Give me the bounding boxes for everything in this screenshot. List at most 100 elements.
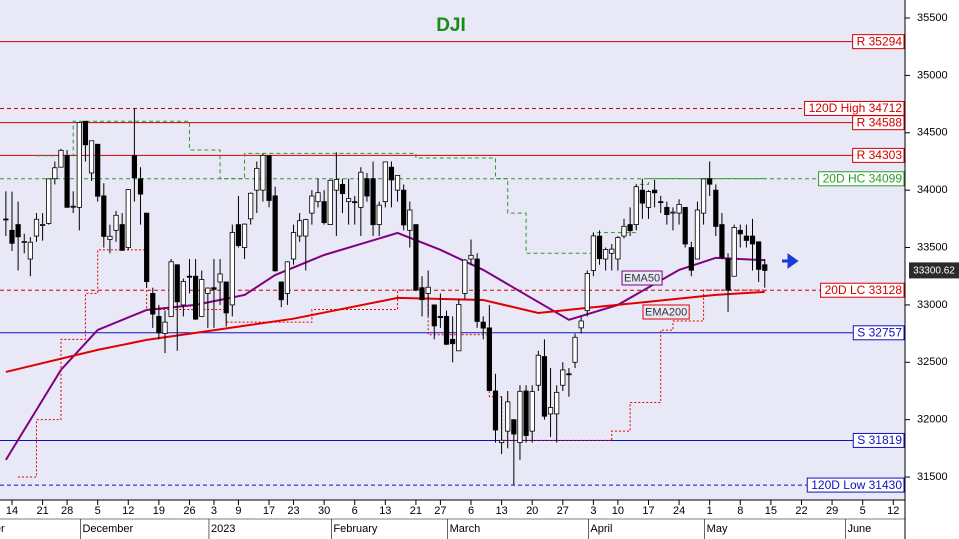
candle-body xyxy=(235,224,242,246)
candle-body xyxy=(229,232,235,306)
candle-body xyxy=(58,149,64,168)
candle-body xyxy=(700,178,707,214)
x-tick-label: 1 xyxy=(707,505,713,517)
ema-line xyxy=(5,231,765,461)
candle-body xyxy=(682,206,688,245)
candle-body xyxy=(719,224,725,258)
candle-body xyxy=(431,304,437,327)
month-label: April xyxy=(590,523,612,535)
x-tick-label: 5 xyxy=(95,505,101,517)
candle-body xyxy=(480,321,486,329)
chart-title: DJI xyxy=(436,15,466,36)
y-tick-label: 33000 xyxy=(917,299,948,311)
x-tick-label: 12 xyxy=(122,505,134,517)
y-tick-label: 35000 xyxy=(917,69,948,81)
candle-body xyxy=(107,235,113,240)
candle-body xyxy=(737,229,743,235)
level-label-box xyxy=(852,147,905,163)
channel-line xyxy=(36,120,765,254)
candle-body xyxy=(603,249,609,260)
level-label-box xyxy=(852,432,905,448)
candle-body xyxy=(560,369,566,386)
x-tick-label: 30 xyxy=(318,505,330,517)
x-tick-label: 3 xyxy=(211,505,217,517)
candle-body xyxy=(639,189,645,204)
candle-body xyxy=(137,178,144,195)
x-tick-label: 15 xyxy=(765,505,777,517)
x-tick-label: 22 xyxy=(795,505,807,517)
candle-body xyxy=(756,241,762,270)
candle-body xyxy=(743,235,750,241)
candle-body xyxy=(437,315,444,319)
candle-body xyxy=(150,293,156,315)
level-label: 20D HC 34099 xyxy=(823,171,903,185)
direction-arrow xyxy=(782,253,799,269)
x-tick-label: 9 xyxy=(235,505,241,517)
candle-body xyxy=(456,304,462,352)
last-price-label: 33300.62 xyxy=(913,266,955,277)
candle-body xyxy=(554,391,560,415)
x-tick-label: 29 xyxy=(826,505,838,517)
x-tick-label: 28 xyxy=(61,505,73,517)
candle-body xyxy=(382,161,388,203)
overlay-label-box xyxy=(642,304,690,320)
last-price-box xyxy=(909,262,959,279)
level-label-box xyxy=(806,477,905,493)
candle-body xyxy=(46,178,52,224)
candle-body xyxy=(541,356,548,417)
x-tick-label: 3 xyxy=(590,505,596,517)
candle-body xyxy=(394,175,401,191)
candle-body xyxy=(70,205,76,208)
candle-body xyxy=(615,237,621,260)
month-label: December xyxy=(82,523,133,535)
candle-body xyxy=(419,287,425,301)
month-label: November xyxy=(0,523,5,535)
candle-body xyxy=(609,248,615,254)
candle-body xyxy=(401,189,407,226)
y-tick-label: 33500 xyxy=(917,241,948,253)
x-tick-label: 12 xyxy=(887,505,899,517)
candle-body xyxy=(529,391,535,432)
candle-body xyxy=(241,223,248,248)
level-label: S 31819 xyxy=(857,433,902,447)
candle-body xyxy=(40,224,46,226)
x-tick-label: 6 xyxy=(468,505,474,517)
candle-body xyxy=(125,189,131,248)
month-label: June xyxy=(847,523,871,535)
level-label: R 34303 xyxy=(857,148,903,162)
x-tick-label: 6 xyxy=(352,505,358,517)
month-label: February xyxy=(333,523,378,535)
y-tick-label: 34500 xyxy=(917,127,948,139)
candle-body xyxy=(425,286,431,294)
candle-body xyxy=(254,167,260,191)
candle-body xyxy=(468,254,474,260)
candle-body xyxy=(664,206,670,215)
candle-body xyxy=(670,211,676,214)
candle-body xyxy=(205,287,211,294)
candle-body xyxy=(101,195,107,237)
candle-body xyxy=(676,203,682,214)
candle-body xyxy=(547,407,554,415)
level-label-box xyxy=(852,325,905,341)
plot xyxy=(0,41,905,486)
level-label: R 34588 xyxy=(857,115,903,129)
candle-body xyxy=(33,218,40,237)
candle-body xyxy=(76,122,82,208)
candle-body xyxy=(713,189,719,227)
candle-body xyxy=(284,261,291,294)
candle-body xyxy=(590,235,597,271)
candle-body xyxy=(725,258,731,291)
x-tick-label: 13 xyxy=(379,505,391,517)
candle-body xyxy=(376,204,382,225)
x-tick-label: 19 xyxy=(153,505,165,517)
level-label-box xyxy=(852,34,905,50)
overlay-label: EMA200 xyxy=(645,306,687,318)
candle-body xyxy=(9,229,15,244)
candle-body xyxy=(364,178,370,197)
candle-body xyxy=(174,264,180,303)
candle-body xyxy=(572,336,578,363)
candle-body xyxy=(290,232,297,260)
candle-body xyxy=(21,241,27,243)
